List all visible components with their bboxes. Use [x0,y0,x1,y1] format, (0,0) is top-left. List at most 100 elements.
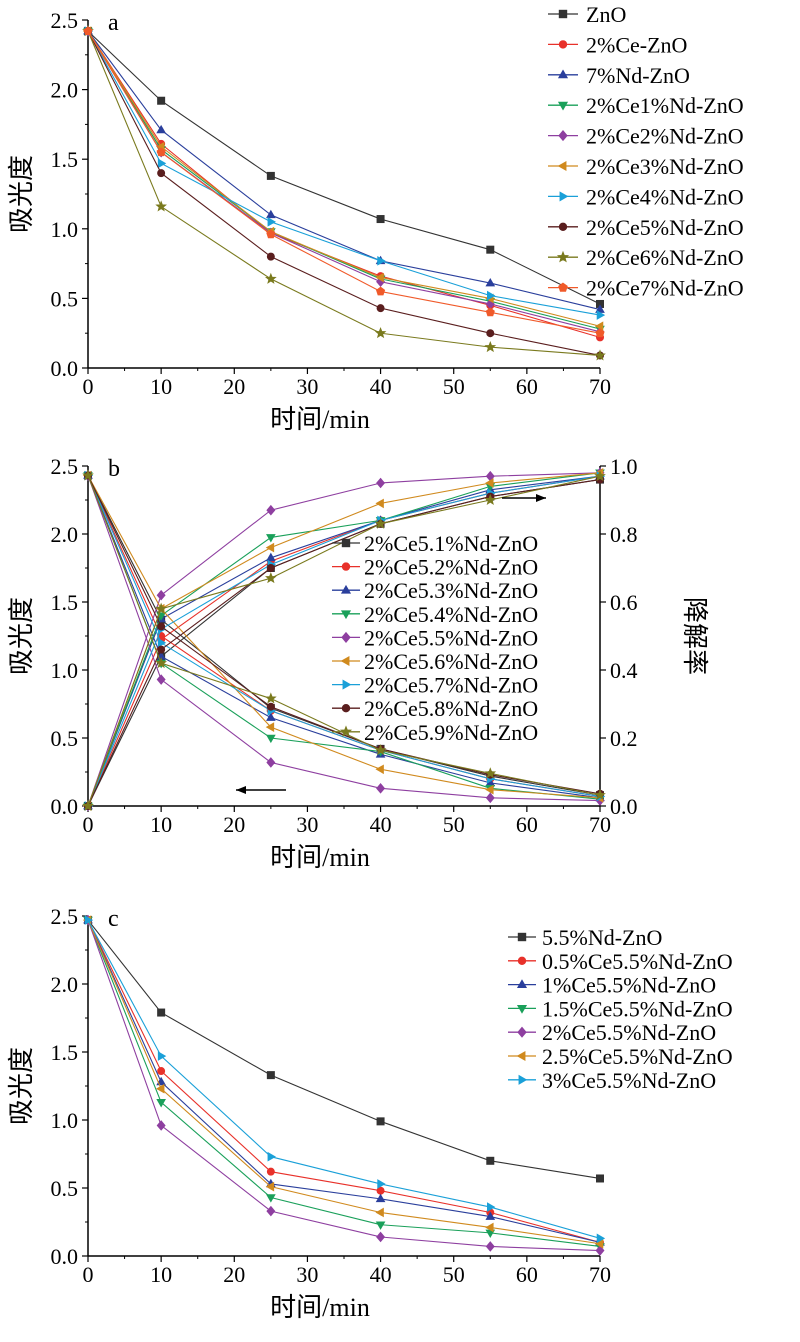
data-point [266,734,276,744]
data-point [266,1194,276,1203]
data-point [265,1181,275,1192]
data-point [157,1051,167,1061]
series-line [87,919,601,1180]
rate-data-point [265,542,275,553]
legend-item: 2%Ce5%Nd-ZnO [548,215,744,240]
series-1 [84,27,605,342]
data-point [376,1117,385,1126]
series-line [87,30,601,357]
x-tick-label: 40 [370,374,392,399]
legend-item: 2.5%Ce5.5%Nd-ZnO [508,1044,733,1069]
legend-item: 2%Ce5.1%Nd-ZnO [332,531,538,556]
legend-item: 2%Ce5.7%Nd-ZnO [332,673,538,698]
y-right-tick-label: 0.2 [610,726,638,751]
series-line [87,475,601,796]
legend-item: 2%Ce5.5%Nd-ZnO [332,625,538,650]
legend-label: 2%Ce5.8%Nd-ZnO [364,696,538,721]
x-tick-label: 70 [589,374,611,399]
data-point [374,744,387,756]
x-tick-label: 0 [83,1262,94,1287]
rate-series-line [87,475,601,807]
x-tick-label: 50 [443,812,465,837]
rate-data-point [485,478,494,488]
x-tick-label: 60 [516,1262,538,1287]
series-line [87,30,601,311]
legend-label: 2%Ce5.5%Nd-ZnO [542,1020,716,1045]
data-point [265,692,277,704]
data-point [485,1222,494,1233]
arrow-head [536,494,546,502]
arrow-left-axis [236,786,286,794]
y-tick-label: 0.0 [51,356,79,381]
x-tick-label: 0 [83,374,94,399]
legend-label: 2%Ce6%Nd-ZnO [586,245,744,270]
legend-marker [518,1074,528,1085]
data-point [266,171,275,180]
data-point [485,1241,495,1252]
data-point [266,252,275,261]
data-point [484,340,497,353]
data-point [265,272,277,284]
legend-label: 2%Ce5.7%Nd-ZnO [364,673,538,698]
data-point [376,1231,386,1243]
series-line [87,919,601,1243]
x-tick-label: 50 [443,1262,465,1287]
legend-marker [516,979,528,989]
legend-item: 2%Ce1%Nd-ZnO [548,93,744,118]
series-7 [84,27,605,360]
x-tick-label: 10 [150,374,172,399]
legend-marker [339,725,353,738]
x-tick-label: 10 [150,812,172,837]
x-axis-label: 时间/min [270,405,370,434]
y-tick-label: 1.0 [51,217,79,242]
data-point [157,1008,166,1017]
legend-label: 2%Ce1%Nd-ZnO [586,93,744,118]
legend-marker [556,250,570,263]
legend-item: 2%Ce5.3%Nd-ZnO [332,578,538,603]
legend-marker [558,130,568,142]
legend-item: 2%Ce-ZnO [548,32,687,57]
x-tick-label: 40 [370,1262,392,1287]
legend-marker [341,562,351,571]
series-line [87,30,601,334]
data-point [594,321,604,332]
data-point [266,1205,276,1217]
series-line [87,30,601,327]
series-line [87,475,601,795]
legend-marker [517,1026,527,1038]
y-tick-label: 2.0 [51,972,79,997]
data-point [84,915,94,925]
data-point [594,788,606,801]
data-point [487,1202,496,1212]
legend: ZnO 2%Ce-ZnO 7%Nd-ZnO 2%Ce1%Nd-ZnO 2%Ce2%Nd-… [548,2,744,301]
rate-data-point [375,498,384,509]
series-line [87,919,601,1239]
rate-data-point [266,552,276,562]
y-axis-label: 吸光度 [7,155,36,233]
y-right-tick-label: 0.8 [610,522,638,547]
data-point [266,1167,275,1176]
data-point [82,469,94,481]
x-axis-label: 时间/min [270,843,370,872]
legend-label: 2%Ce5.6%Nd-ZnO [364,649,538,674]
legend-item: 2%Ce5.5%Nd-ZnO [508,1020,716,1045]
legend-item: 5.5%Nd-ZnO [508,925,662,950]
y-tick-label: 1.5 [51,590,79,615]
x-tick-label: 30 [296,1262,318,1287]
legend-item: 2%Ce5.9%Nd-ZnO [332,720,538,745]
data-point [156,124,166,134]
data-point [156,674,166,685]
data-point [156,1083,165,1094]
legend-label: 2%Ce5%Nd-ZnO [586,215,744,240]
panel-label: a [108,10,119,36]
legend-marker [558,222,568,231]
series-line [87,475,601,799]
data-point [487,290,496,301]
legend-label: 0.5%Ce5.5%Nd-ZnO [542,949,733,974]
data-point [375,764,384,775]
data-point [267,217,276,227]
legend-label: 2.5%Ce5.5%Nd-ZnO [542,1044,733,1069]
x-tick-label: 60 [516,812,538,837]
data-point [594,349,606,361]
data-point [486,1156,495,1165]
